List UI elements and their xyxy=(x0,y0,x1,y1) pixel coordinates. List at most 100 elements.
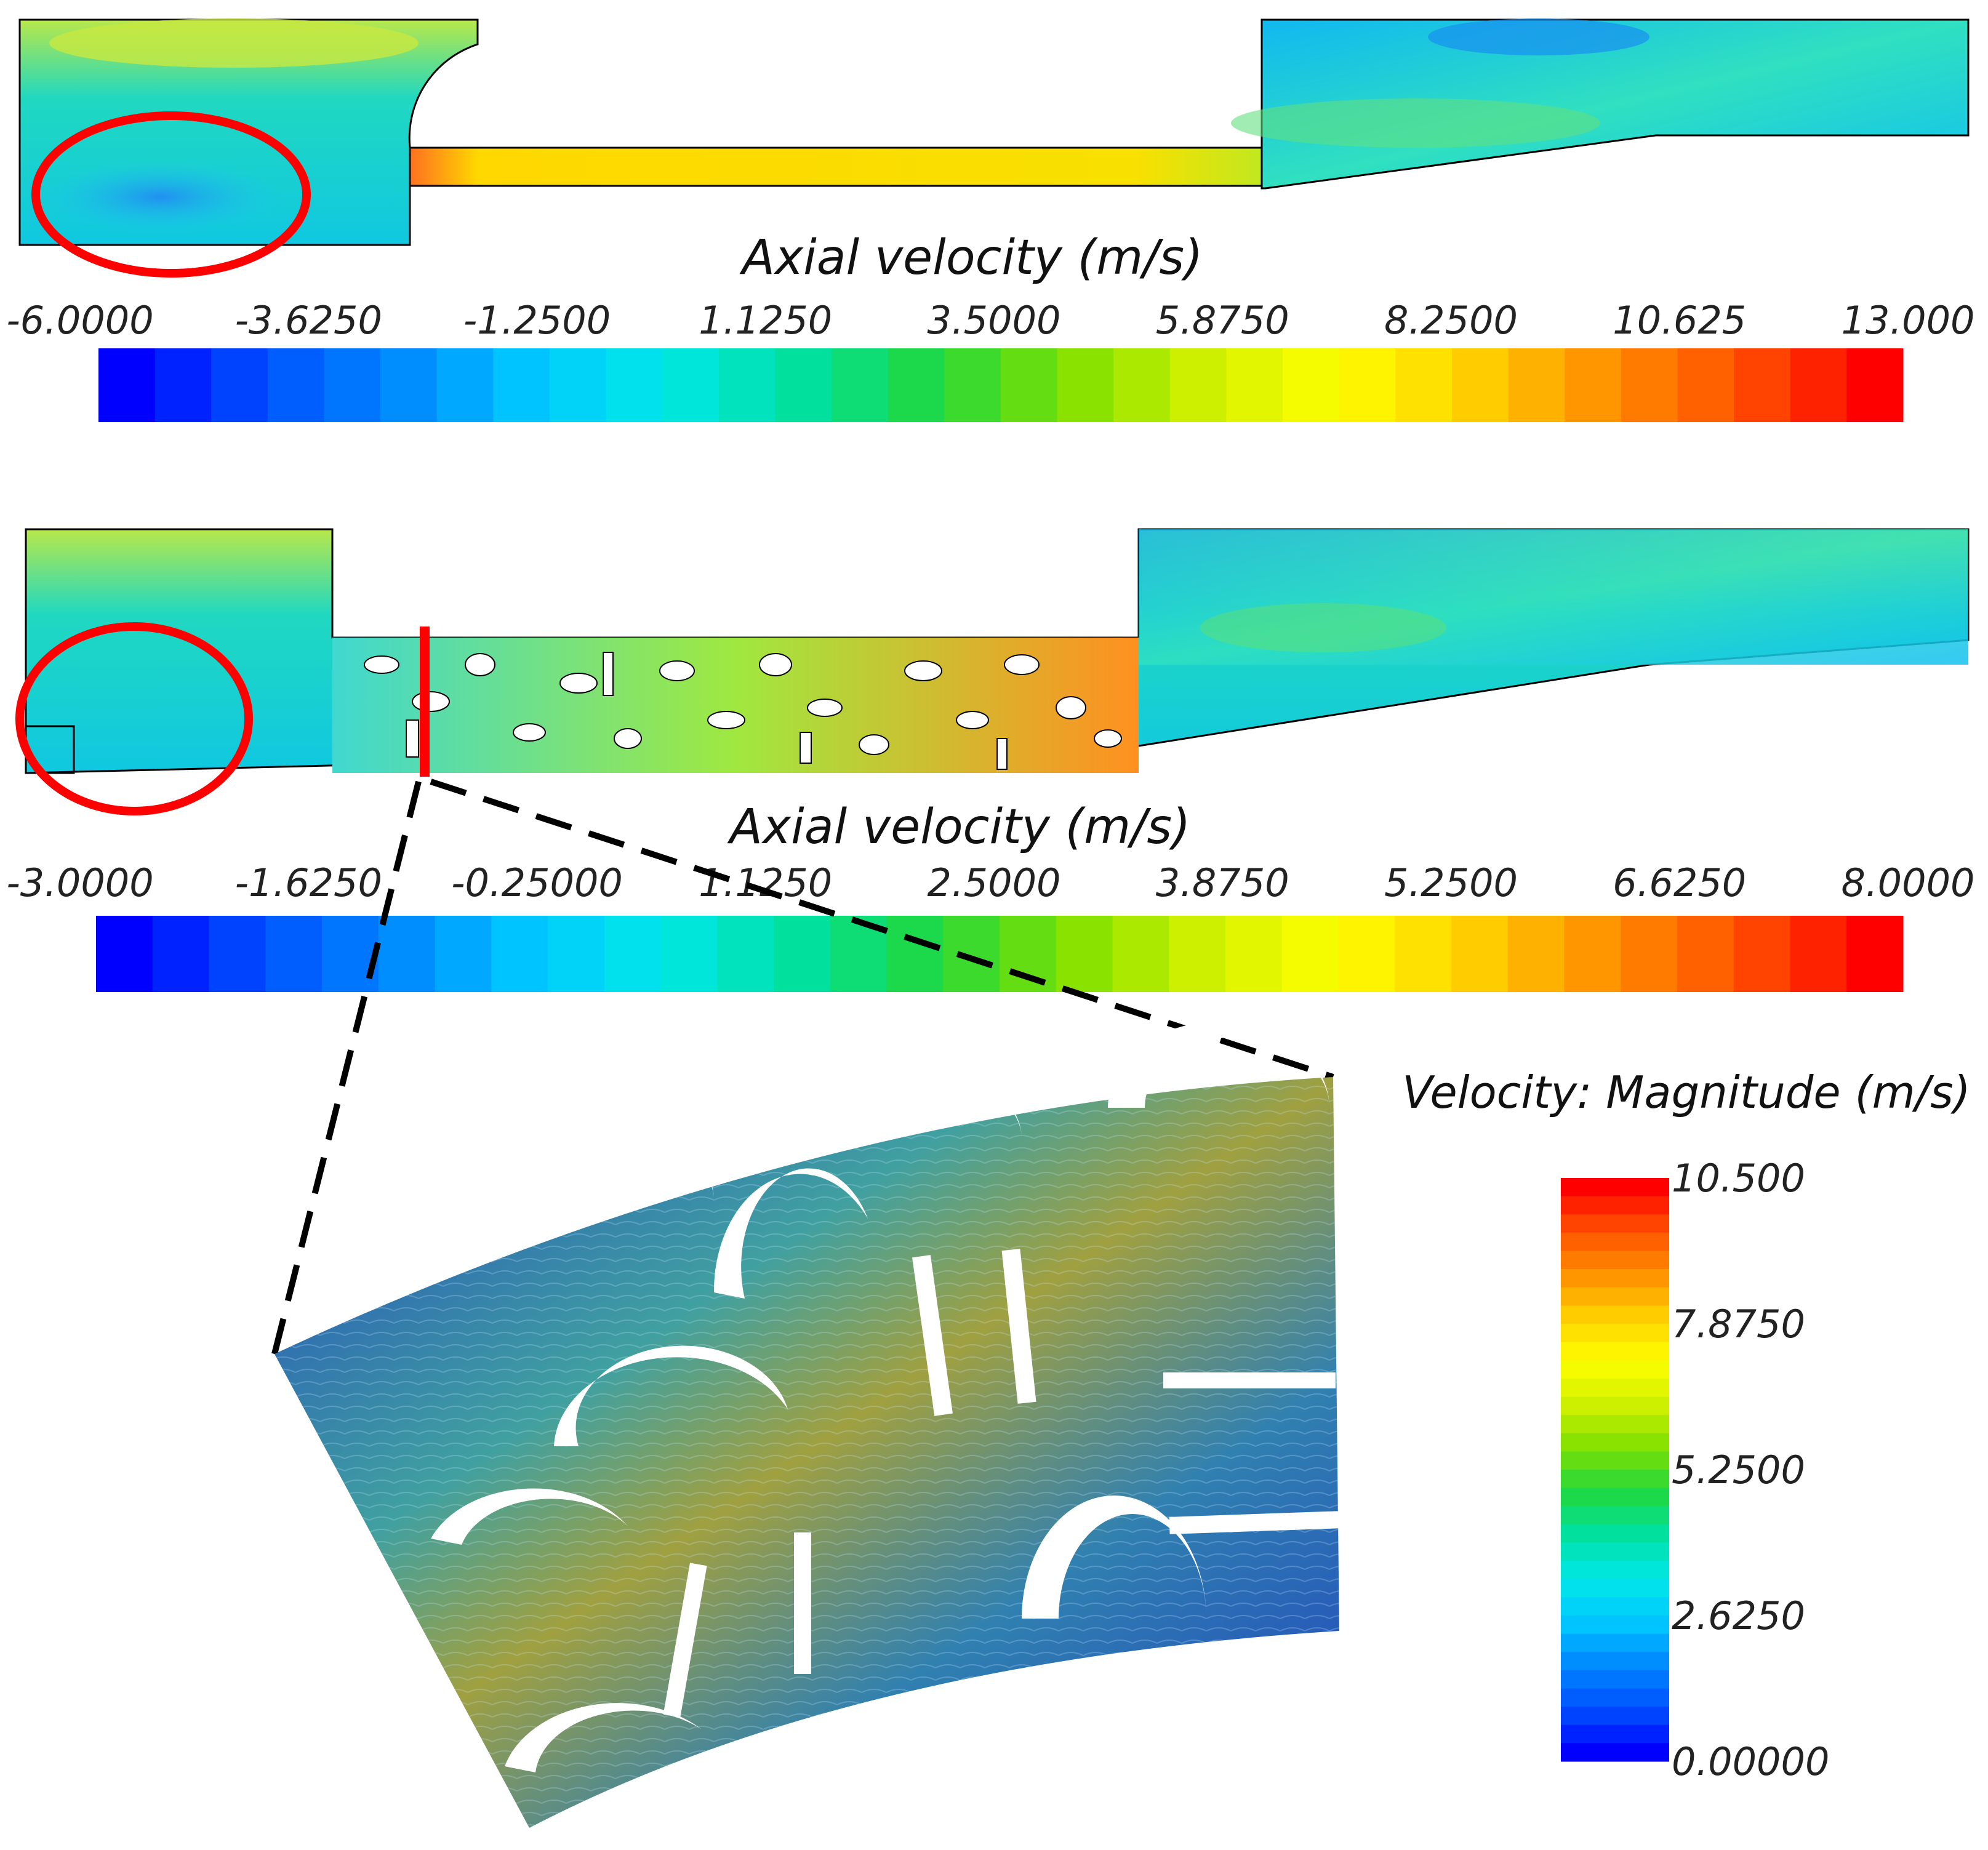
colorbar-swatch xyxy=(322,916,379,992)
colorbar-swatch xyxy=(1561,1688,1669,1707)
colorbar-2-ticks: -3.0000 -1.6250 -0.25000 1.1250 2.5000 3.8750… xyxy=(6,860,1974,905)
panel-1-channel xyxy=(409,146,1267,187)
colorbar-swatch xyxy=(606,348,663,422)
colorbar-swatch xyxy=(1226,348,1283,422)
colorbar-swatch xyxy=(1056,916,1113,992)
zoom-guide-left xyxy=(271,780,422,1355)
colorbar-tick-label: 3.5000 xyxy=(928,298,1061,343)
colorbar-swatch xyxy=(1846,348,1904,422)
colorbar-tick-label: -1.2500 xyxy=(463,298,611,343)
colorbar-swatch xyxy=(1561,1396,1669,1416)
colorbar-swatch xyxy=(324,348,381,422)
colorbar-swatch xyxy=(1283,348,1340,422)
colorbar-swatch xyxy=(1734,348,1791,422)
colorbar-swatch xyxy=(550,348,607,422)
colorbar-1-title: Axial velocity (m/s) xyxy=(739,230,1203,286)
colorbar-swatch xyxy=(1001,348,1058,422)
colorbar-2-title: Axial velocity (m/s) xyxy=(727,799,1191,855)
colorbar-swatch xyxy=(832,348,889,422)
colorbar-swatch xyxy=(1169,348,1227,422)
colorbar-swatch xyxy=(1561,1378,1669,1397)
colorbar-tick-label: 5.2500 xyxy=(1384,860,1518,905)
colorbar-swatch xyxy=(1452,348,1509,422)
colorbar-swatch xyxy=(1561,1287,1669,1306)
colorbar-swatch xyxy=(267,348,324,422)
colorbar-swatch xyxy=(1621,916,1678,992)
colorbar-swatch xyxy=(211,348,268,422)
colorbar-detail-title: Velocity: Magnitude (m/s) xyxy=(1402,1067,1970,1118)
colorbar-swatch xyxy=(1338,916,1395,992)
colorbar-swatch xyxy=(1169,916,1226,992)
colorbar-swatch xyxy=(1561,1579,1669,1598)
colorbar-swatch xyxy=(380,348,438,422)
panel-2-recirculation-highlight xyxy=(15,622,253,815)
colorbar-swatch xyxy=(1561,1251,1669,1270)
colorbar-swatch xyxy=(1561,1269,1669,1288)
colorbar-tick-label: -3.0000 xyxy=(6,860,153,905)
colorbar-tick-label: 10.500 xyxy=(1672,1156,1805,1201)
colorbar-swatch xyxy=(1677,916,1734,992)
colorbar-tick-label: -1.6250 xyxy=(235,860,382,905)
colorbar-swatch xyxy=(1561,1524,1669,1543)
colorbar-swatch xyxy=(1561,1542,1669,1561)
colorbar-swatch xyxy=(1113,348,1171,422)
colorbar-1-swatches xyxy=(98,348,1904,422)
colorbar-detail: Velocity: Magnitude (m/s) 10.500 7.8750 5.… xyxy=(1402,1067,1970,1784)
colorbar-swatch xyxy=(662,348,719,422)
colorbar-swatch xyxy=(1565,348,1622,422)
colorbar-swatch xyxy=(1561,1178,1669,1197)
colorbar-tick-label: 3.8750 xyxy=(1156,860,1289,905)
colorbar-swatch xyxy=(1561,1743,1669,1762)
colorbar-swatch xyxy=(1281,916,1339,992)
colorbar-swatch xyxy=(491,916,548,992)
colorbar-swatch xyxy=(774,916,831,992)
colorbar-tick-label: 2.6250 xyxy=(1672,1593,1805,1638)
colorbar-swatch xyxy=(1561,1232,1669,1251)
colorbar-swatch xyxy=(1561,1360,1669,1379)
colorbar-tick-label: 5.2500 xyxy=(1672,1448,1805,1492)
colorbar-swatch xyxy=(98,348,156,422)
colorbar-swatch xyxy=(548,916,605,992)
colorbar-swatch xyxy=(265,916,323,992)
colorbar-tick-label: 1.1250 xyxy=(699,298,832,343)
colorbar-swatch xyxy=(1790,348,1847,422)
panel-2-contour xyxy=(15,528,1970,815)
colorbar-swatch xyxy=(154,348,212,422)
colorbar-swatch xyxy=(1561,1488,1669,1507)
colorbar-swatch xyxy=(1339,348,1396,422)
colorbar-swatch xyxy=(944,348,1001,422)
colorbar-swatch xyxy=(435,916,492,992)
colorbar-1: Axial velocity (m/s) -6.0000 -3.6250 -1.25… xyxy=(6,230,1974,422)
colorbar-tick-label: 6.6250 xyxy=(1613,860,1746,905)
colorbar-swatch xyxy=(1564,916,1621,992)
panel-1-contour xyxy=(18,18,1970,278)
colorbar-tick-label: 8.2500 xyxy=(1384,298,1518,343)
colorbar-swatch xyxy=(1561,1433,1669,1452)
colorbar-swatch xyxy=(1561,1305,1669,1324)
colorbar-swatch xyxy=(1057,348,1114,422)
colorbar-tick-label: 10.625 xyxy=(1613,298,1746,343)
colorbar-swatch xyxy=(1846,916,1904,992)
colorbar-tick-label: 8.0000 xyxy=(1842,860,1975,905)
detail-fibres xyxy=(431,1022,1342,1772)
colorbar-swatch xyxy=(1561,1561,1669,1580)
colorbar-swatch xyxy=(1561,1633,1669,1652)
colorbar-tick-label: -6.0000 xyxy=(6,298,153,343)
colorbar-swatch xyxy=(1561,1342,1669,1361)
colorbar-swatch xyxy=(493,348,550,422)
panel-1-recirculation-highlight xyxy=(31,111,311,278)
colorbar-swatch xyxy=(96,916,153,992)
colorbar-swatch xyxy=(1561,1597,1669,1616)
colorbar-swatch xyxy=(1112,916,1169,992)
colorbar-swatch xyxy=(1561,1415,1669,1434)
colorbar-tick-label: 13.000 xyxy=(1842,298,1975,343)
colorbar-swatch xyxy=(1733,916,1790,992)
colorbar-tick-label: 7.8750 xyxy=(1672,1302,1805,1347)
colorbar-tick-label: 0.00000 xyxy=(1672,1739,1829,1784)
colorbar-swatch xyxy=(1561,1707,1669,1726)
colorbar-swatch xyxy=(1790,916,1847,992)
colorbar-tick-label: -3.6250 xyxy=(235,298,382,343)
colorbar-swatch xyxy=(152,916,209,992)
colorbar-swatch xyxy=(1561,1214,1669,1233)
colorbar-swatch xyxy=(436,348,494,422)
